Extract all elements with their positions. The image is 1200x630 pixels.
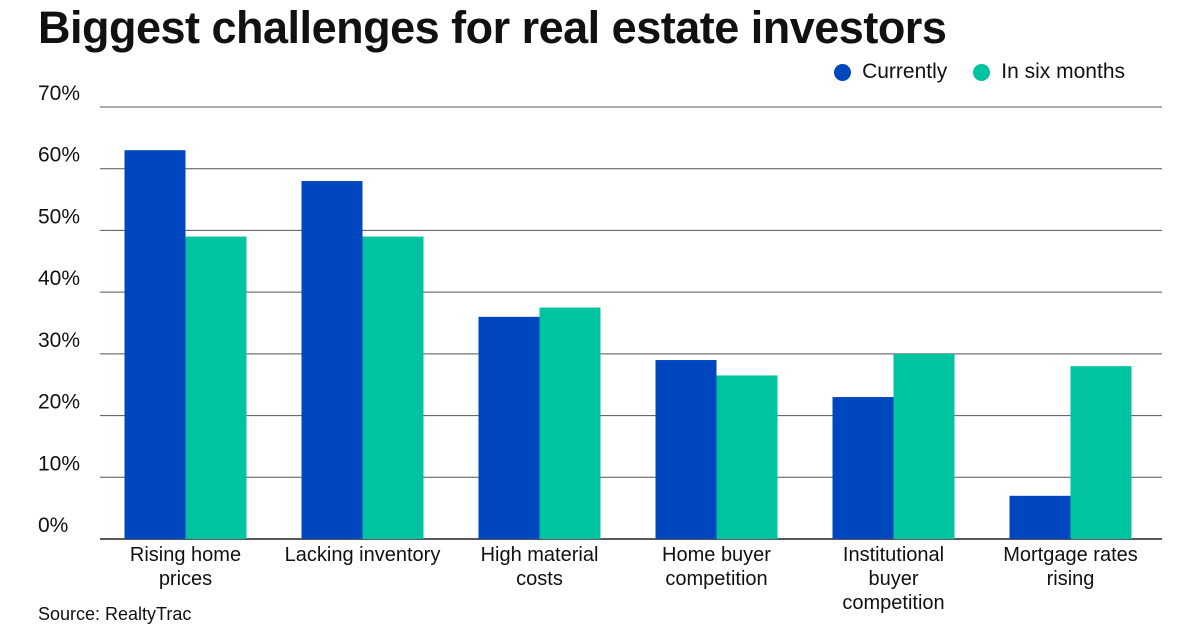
x-tick-label: Institutional buyer competition	[842, 544, 944, 614]
legend-item-in-six-months: In six months	[973, 60, 1125, 84]
bar-in-six-months	[362, 236, 424, 539]
bar-currently	[832, 397, 894, 539]
bar-currently	[1009, 495, 1071, 539]
chart-title: Biggest challenges for real estate inves…	[38, 2, 947, 53]
y-tick-label: 70%	[38, 82, 80, 105]
y-tick-label: 60%	[38, 144, 80, 167]
bar-currently	[478, 316, 540, 539]
legend-item-currently: Currently	[834, 60, 947, 84]
bar-currently	[301, 181, 363, 540]
y-tick-label: 50%	[38, 205, 80, 228]
x-tick-label: Lacking inventory	[285, 544, 441, 566]
bar-in-six-months	[539, 307, 601, 539]
x-tick-label: Rising home prices	[130, 544, 241, 590]
legend-label-currently: Currently	[862, 60, 948, 83]
legend-swatch-currently	[834, 63, 852, 81]
legend: Currently In six months	[808, 60, 1125, 84]
bar-in-six-months	[185, 236, 247, 539]
y-tick-label: 20%	[38, 391, 80, 414]
x-tick-label: Mortgage rates rising	[1003, 544, 1138, 590]
legend-label-in-six-months: In six months	[1001, 60, 1125, 83]
bar-in-six-months	[716, 375, 778, 539]
bar-currently	[655, 360, 717, 539]
y-tick-label: 10%	[38, 452, 80, 475]
source-note: Source: RealtyTrac	[38, 604, 192, 624]
bar-in-six-months	[893, 353, 955, 539]
y-tick-label: 30%	[38, 329, 80, 352]
x-tick-label: Home buyer competition	[662, 544, 771, 590]
x-tick-label: High material costs	[481, 544, 599, 590]
y-tick-label: 40%	[38, 267, 80, 290]
bar-in-six-months	[1070, 366, 1132, 539]
bar-currently	[124, 150, 186, 539]
y-tick-label: 0%	[38, 514, 68, 537]
legend-swatch-in-six-months	[973, 63, 991, 81]
